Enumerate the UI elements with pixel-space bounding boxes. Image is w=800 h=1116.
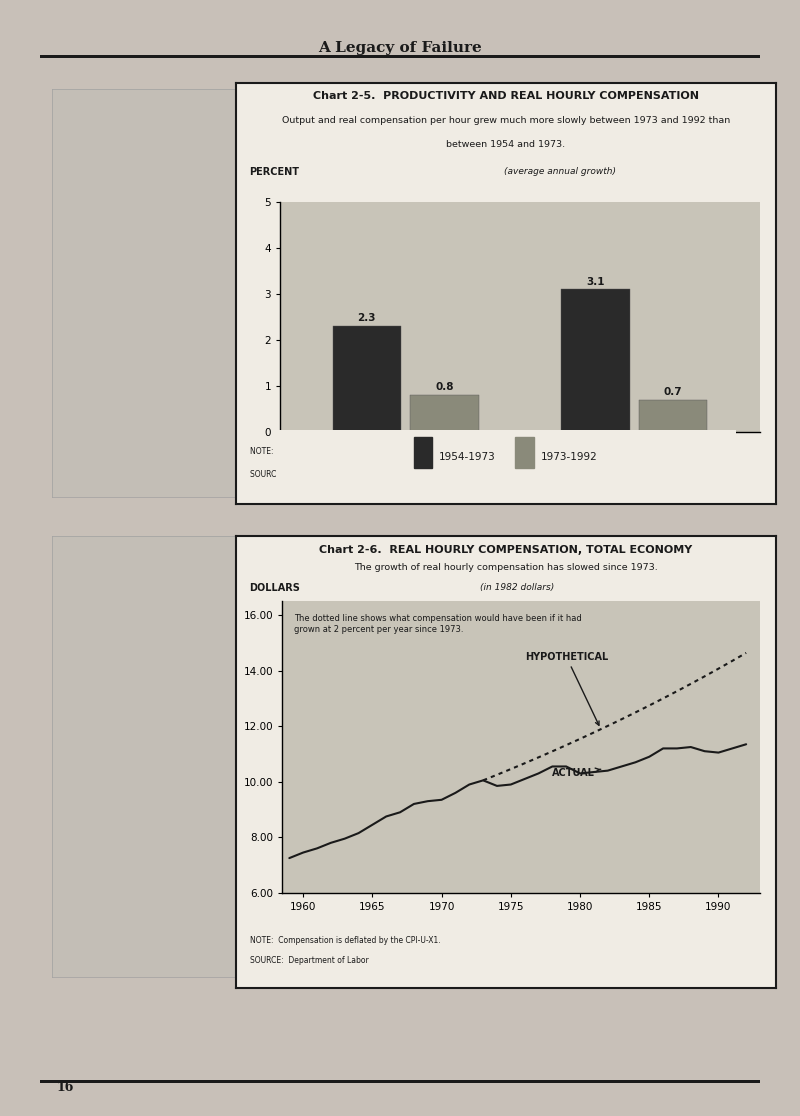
Text: 3.1: 3.1 bbox=[586, 277, 605, 287]
Text: SOURCE:  Department of Labor: SOURCE: Department of Labor bbox=[250, 470, 368, 479]
Text: DOLLARS: DOLLARS bbox=[250, 584, 300, 593]
Text: Chart 2-5.  PRODUCTIVITY AND REAL HOURLY COMPENSATION: Chart 2-5. PRODUCTIVITY AND REAL HOURLY … bbox=[313, 92, 699, 102]
Text: NOTE:  Compensation and output per hour are for the total economy.: NOTE: Compensation and output per hour a… bbox=[250, 446, 514, 456]
Text: 0.7: 0.7 bbox=[664, 387, 682, 397]
Bar bbox=[515, 436, 534, 468]
Bar bbox=[561, 289, 630, 432]
Text: 0.8: 0.8 bbox=[435, 383, 454, 393]
Text: 1973-1992: 1973-1992 bbox=[541, 452, 598, 462]
Text: Chart 2-6.  REAL HOURLY COMPENSATION, TOTAL ECONOMY: Chart 2-6. REAL HOURLY COMPENSATION, TOT… bbox=[319, 545, 693, 555]
Text: 1954-1973: 1954-1973 bbox=[439, 452, 496, 462]
Text: Output and real compensation per hour grew much more slowly between 1973 and 199: Output and real compensation per hour gr… bbox=[282, 116, 730, 125]
Text: PERCENT: PERCENT bbox=[250, 167, 299, 177]
Text: SOURCE:  Department of Labor: SOURCE: Department of Labor bbox=[250, 956, 368, 965]
Text: 16: 16 bbox=[56, 1080, 74, 1094]
Bar bbox=[639, 400, 707, 432]
Bar bbox=[410, 395, 479, 432]
Text: The growth of real hourly compensation has slowed since 1973.: The growth of real hourly compensation h… bbox=[354, 562, 658, 571]
Text: (in 1982 dollars): (in 1982 dollars) bbox=[480, 584, 554, 593]
Text: NOTE:  Compensation is deflated by the CPI-U-X1.: NOTE: Compensation is deflated by the CP… bbox=[250, 935, 440, 945]
Text: A Legacy of Failure: A Legacy of Failure bbox=[318, 41, 482, 56]
Text: HYPOTHETICAL: HYPOTHETICAL bbox=[525, 652, 608, 725]
Bar bbox=[414, 436, 432, 468]
Text: The dotted line shows what compensation would have been if it had
grown at 2 per: The dotted line shows what compensation … bbox=[294, 615, 582, 634]
Bar bbox=[333, 326, 401, 432]
Text: (average annual growth): (average annual growth) bbox=[504, 167, 616, 176]
Text: ACTUAL: ACTUAL bbox=[552, 768, 601, 778]
Text: between 1954 and 1973.: between 1954 and 1973. bbox=[446, 140, 566, 148]
Text: 2.3: 2.3 bbox=[358, 314, 376, 324]
